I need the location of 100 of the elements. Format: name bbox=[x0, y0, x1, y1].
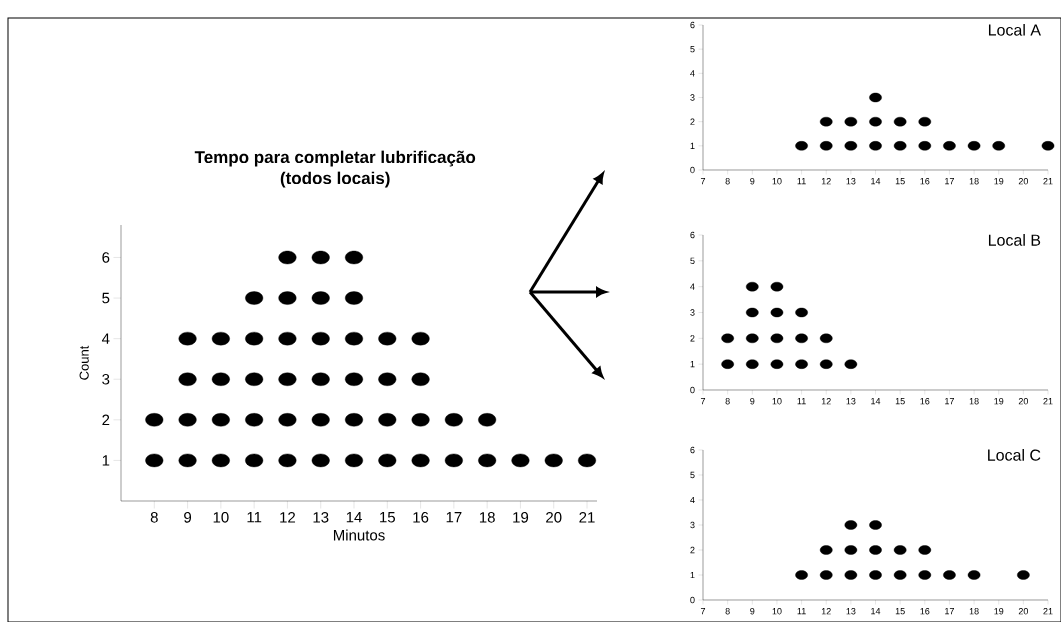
y-tick-label: 1 bbox=[690, 142, 695, 149]
point bbox=[245, 413, 264, 427]
point bbox=[893, 570, 907, 580]
point bbox=[311, 331, 330, 346]
point bbox=[795, 141, 808, 151]
point bbox=[345, 413, 363, 427]
x-tick-label: 17 bbox=[446, 512, 462, 523]
point bbox=[770, 281, 784, 292]
x-tick-label: 18 bbox=[969, 178, 979, 185]
point bbox=[378, 453, 397, 468]
point bbox=[245, 453, 264, 468]
point bbox=[278, 250, 297, 265]
point bbox=[918, 545, 932, 555]
point bbox=[278, 413, 297, 427]
point bbox=[245, 331, 264, 346]
point bbox=[819, 141, 833, 151]
point bbox=[844, 520, 858, 530]
x-tick-label: 16 bbox=[413, 512, 429, 523]
point bbox=[145, 453, 164, 468]
point bbox=[345, 372, 363, 386]
x-tick-label: 10 bbox=[213, 512, 229, 523]
y-tick-label: 1 bbox=[102, 455, 110, 466]
point bbox=[893, 116, 907, 127]
x-tick-label: 19 bbox=[994, 608, 1004, 615]
x-tick-label: 18 bbox=[969, 608, 979, 615]
y-tick-label: 6 bbox=[102, 252, 110, 263]
x-tick-label: 15 bbox=[895, 398, 905, 405]
point bbox=[746, 307, 759, 318]
point bbox=[278, 453, 297, 468]
point bbox=[992, 141, 1005, 151]
y-tick-label: 4 bbox=[101, 333, 110, 344]
y-tick-label: 5 bbox=[690, 257, 695, 264]
point bbox=[819, 545, 833, 555]
point bbox=[770, 307, 784, 318]
x-tick-label: 17 bbox=[945, 178, 954, 185]
x-tick-label: 7 bbox=[700, 608, 706, 615]
point bbox=[943, 141, 956, 151]
x-tick-label: 19 bbox=[994, 178, 1004, 185]
y-tick-label: 4 bbox=[690, 70, 695, 77]
point bbox=[795, 307, 808, 318]
point bbox=[444, 413, 463, 427]
y-tick-label: 0 bbox=[690, 596, 695, 604]
x-tick-label: 13 bbox=[313, 512, 329, 523]
point bbox=[411, 453, 430, 468]
x-tick-label: 14 bbox=[346, 512, 362, 523]
x-tick-label: 11 bbox=[797, 608, 806, 615]
point bbox=[746, 281, 759, 292]
point bbox=[795, 570, 808, 580]
point bbox=[378, 331, 397, 346]
y-axis-title: Count bbox=[79, 345, 89, 380]
point bbox=[178, 413, 197, 427]
point bbox=[345, 453, 363, 468]
point bbox=[511, 453, 530, 468]
point bbox=[746, 359, 759, 369]
x-tick-label: 19 bbox=[994, 398, 1004, 405]
x-tick-label: 21 bbox=[1043, 398, 1053, 405]
y-tick-label: 4 bbox=[690, 283, 695, 290]
point bbox=[1017, 570, 1030, 580]
point bbox=[844, 570, 858, 580]
y-tick-label: 2 bbox=[690, 546, 695, 554]
point bbox=[819, 359, 833, 369]
point bbox=[544, 453, 563, 468]
point bbox=[411, 331, 430, 346]
y-tick-label: 2 bbox=[690, 118, 695, 125]
point bbox=[245, 291, 264, 305]
x-axis-title: Minutos bbox=[333, 529, 385, 541]
y-tick-label: 5 bbox=[690, 46, 695, 53]
point bbox=[844, 141, 858, 151]
y-tick-label: 0 bbox=[690, 386, 695, 394]
point bbox=[869, 545, 882, 555]
x-tick-label: 21 bbox=[1043, 178, 1053, 185]
point bbox=[844, 359, 858, 369]
point bbox=[746, 333, 759, 344]
point bbox=[869, 116, 882, 127]
y-tick-label: 5 bbox=[102, 292, 110, 304]
point bbox=[943, 570, 956, 580]
point bbox=[478, 413, 497, 427]
x-tick-label: 14 bbox=[871, 398, 881, 405]
point bbox=[145, 413, 164, 427]
y-tick-label: 3 bbox=[102, 373, 110, 385]
x-tick-label: 10 bbox=[772, 608, 782, 615]
point bbox=[893, 545, 907, 555]
x-tick-label: 14 bbox=[871, 608, 881, 615]
y-tick-label: 2 bbox=[690, 335, 695, 342]
x-tick-label: 9 bbox=[750, 608, 755, 615]
point bbox=[245, 372, 264, 386]
x-tick-label: 15 bbox=[895, 608, 905, 615]
point bbox=[311, 291, 330, 305]
point bbox=[311, 413, 330, 427]
point bbox=[211, 372, 230, 386]
x-tick-label: 15 bbox=[895, 178, 905, 185]
point bbox=[869, 141, 882, 151]
x-tick-label: 10 bbox=[772, 178, 782, 185]
point bbox=[345, 331, 363, 346]
chart-title: Tempo para completar lubrificação (todos locais) bbox=[194, 150, 476, 188]
point bbox=[721, 359, 734, 369]
point bbox=[844, 116, 858, 127]
point bbox=[278, 331, 297, 346]
y-tick-label: 6 bbox=[690, 446, 695, 454]
point bbox=[770, 333, 784, 344]
